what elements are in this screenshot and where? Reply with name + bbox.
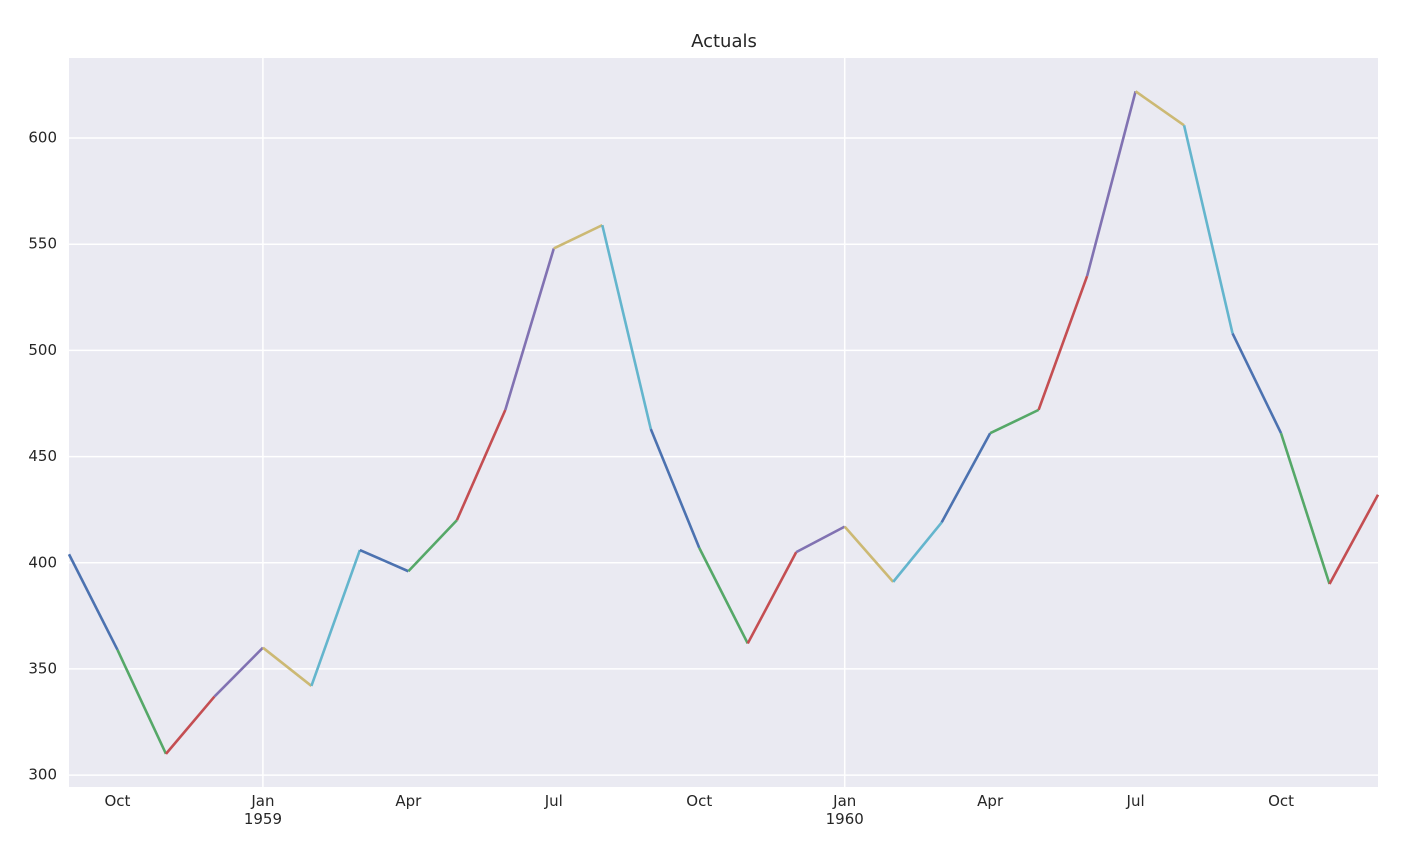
x-tick-label: Oct [1268,792,1294,810]
x-tick-label: Apr [395,792,422,810]
chart-title: Actuals [691,31,757,52]
line-segment [795,525,846,554]
y-tick-label: 450 [28,447,57,465]
line-segment [164,695,216,755]
plot-area [69,58,1378,787]
y-tick-label: 500 [28,341,57,359]
line-segment [1231,332,1283,434]
line-segment [359,548,409,573]
x-tick-label: Oct [686,792,712,810]
line-segment [1279,432,1331,585]
y-tick-label: 400 [28,553,57,571]
line-segment [1085,91,1137,277]
x-tick-label: Oct [105,792,131,810]
line-segment [843,525,895,583]
x-tick-label: Jan 1959 [244,792,282,828]
y-tick-label: 350 [28,659,57,677]
line-segment [407,519,458,573]
line-segment [1134,90,1185,127]
line-segment [989,408,1040,435]
line-segment [213,646,264,698]
line-segment [67,553,119,651]
line-segment [698,547,749,645]
line-segment [553,223,603,250]
y-tick-label: 300 [28,766,57,784]
line-segment [649,428,701,549]
x-tick-label: Apr [977,792,1004,810]
line-segment [940,432,992,524]
line-segment [1037,275,1089,411]
x-tick-label: Jan 1960 [826,792,864,828]
line-segment [1182,125,1234,334]
y-tick-label: 550 [28,235,57,253]
line-segment [601,224,653,430]
x-tick-label: Jul [544,792,563,810]
line-segment [310,549,362,687]
line-segment [116,649,168,755]
line-segment [746,551,798,645]
line-segment [1328,494,1380,585]
line-segment [455,409,507,521]
x-tick-label: Jul [1126,792,1145,810]
line-segment [262,646,313,687]
line-segment [892,521,943,583]
line-segment [504,248,556,411]
y-tick-label: 600 [28,129,57,147]
